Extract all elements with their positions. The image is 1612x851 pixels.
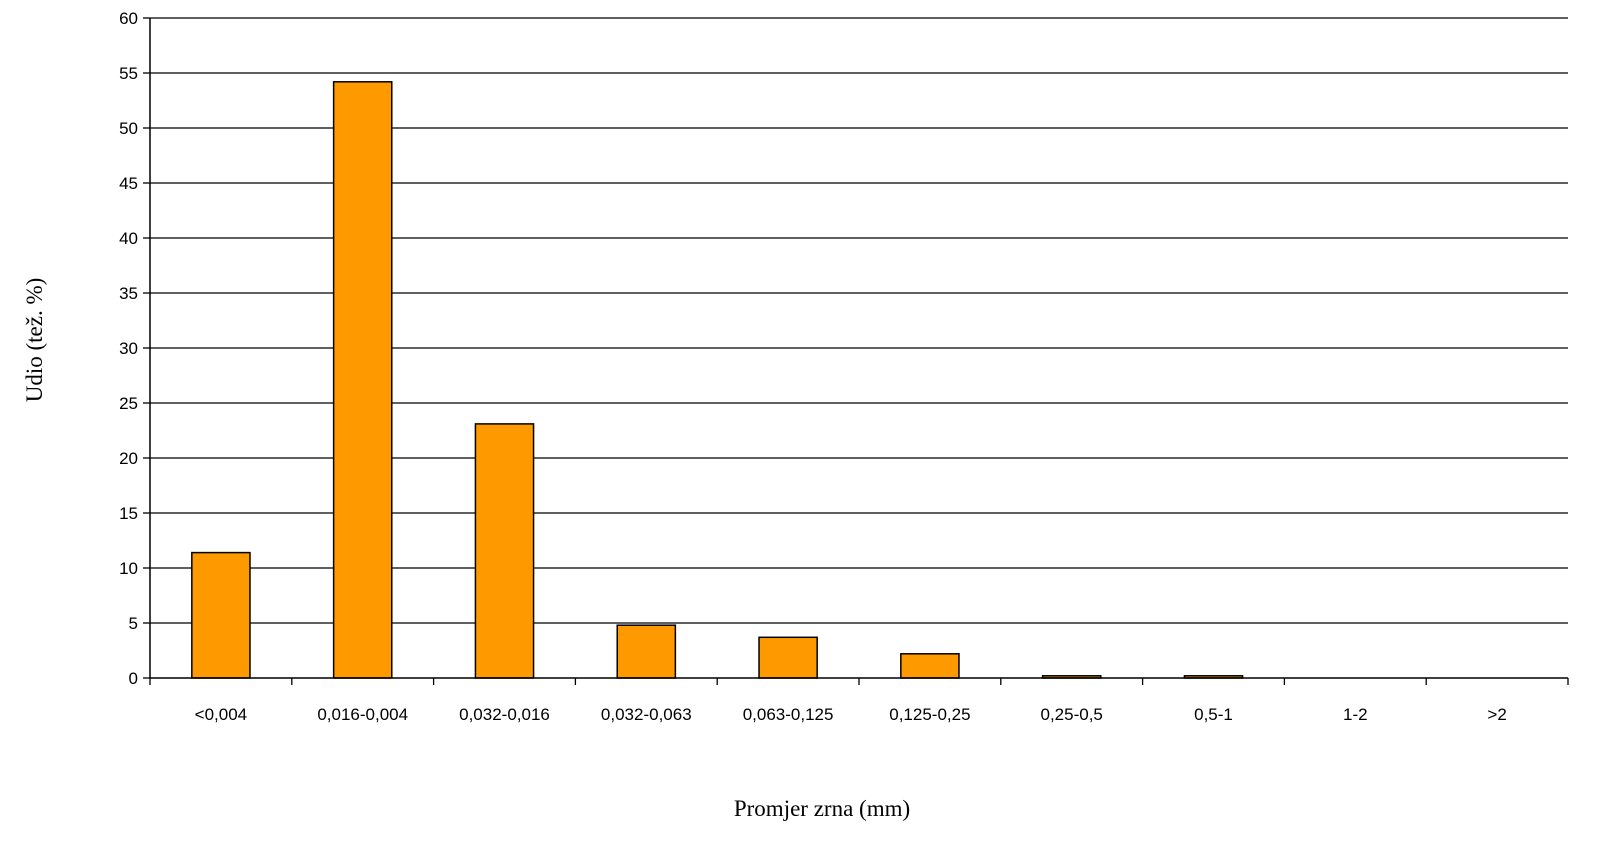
y-tick-label: 15 [119,504,138,523]
y-tick-label: 10 [119,559,138,578]
y-tick-labels: 0 5 10 15 20 25 30 35 40 45 50 55 60 [119,9,138,688]
y-tick-label: 35 [119,284,138,303]
bar [900,653,960,679]
x-tick-label: 0,032-0,016 [459,705,550,724]
bars [191,81,1244,679]
bar [191,551,251,679]
x-axis-title: Promjer zrna (mm) [734,796,910,821]
y-tick-label: 0 [129,669,138,688]
x-tick-label: 0,125-0,25 [889,705,970,724]
bar [758,636,818,679]
x-tick-label: 0,5-1 [1194,705,1233,724]
x-tick-label: <0,004 [195,705,247,724]
y-tick-label: 20 [119,449,138,468]
y-tick-label: 5 [129,614,138,633]
y-tick-label: 25 [119,394,138,413]
x-tick-label: 0,25-0,5 [1041,705,1103,724]
bar [332,81,393,679]
x-tick-label: >2 [1487,705,1506,724]
y-tick-label: 30 [119,339,138,358]
x-tick-label: 0,032-0,063 [601,705,692,724]
x-tick-labels: <0,004 0,016-0,004 0,032-0,016 0,032-0,063 0… [195,705,1507,724]
y-axis-title: Udio (tež. %) [22,278,47,403]
y-tick-label: 55 [119,64,138,83]
x-tick-label: 1-2 [1343,705,1368,724]
y-tick-label: 60 [119,9,138,28]
y-tick-label: 45 [119,174,138,193]
x-tick-label: 0,016-0,004 [317,705,408,724]
x-tick-label: 0,063-0,125 [743,705,834,724]
bar [474,423,535,679]
y-tick-label: 40 [119,229,138,248]
bar [616,624,677,679]
y-tick-label: 50 [119,119,138,138]
axes [143,17,1569,685]
